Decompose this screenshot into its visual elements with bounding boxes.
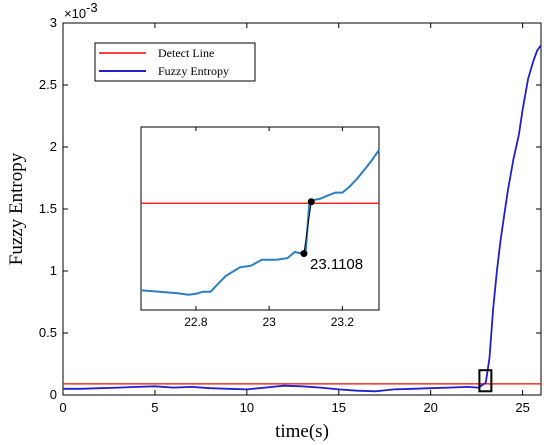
zoom-box — [478, 369, 493, 393]
crossing-point — [307, 198, 315, 206]
y-exponent-base: ×10 — [64, 6, 86, 21]
x-tick-label: 25 — [515, 400, 529, 415]
x-tick-label: 5 — [151, 400, 158, 415]
y-exponent-power: -3 — [86, 0, 98, 15]
y-tick-label: 0 — [50, 387, 57, 402]
legend-box — [94, 42, 256, 82]
x-tick-label: 0 — [59, 400, 66, 415]
crossing-point — [300, 250, 308, 258]
zoom-box-group — [478, 369, 493, 393]
y-tick-label: 1.5 — [39, 201, 57, 216]
inset-plot-area — [140, 126, 380, 311]
y-tick-label: 1 — [50, 263, 57, 278]
inset-crossing-points — [300, 198, 315, 258]
main-ticks: 0 5 10 15 20 25 0 0.5 1 1.5 2 2.5 3 — [39, 15, 541, 415]
main-series-group — [63, 44, 542, 393]
legend-label-detect-line: Detect Line — [158, 46, 214, 60]
crossing-connector — [303, 201, 312, 254]
y-tick-label: 3 — [50, 15, 57, 30]
x-tick-label: 20 — [423, 400, 437, 415]
inset-x-tick-label: 23.2 — [331, 315, 355, 329]
inset-fuzzy-entropy-line — [140, 149, 380, 296]
fuzzy-entropy-line — [63, 44, 542, 393]
x-tick-label: 15 — [332, 400, 346, 415]
inset-series-group — [140, 149, 380, 296]
inset-x-tick-label: 23 — [262, 315, 276, 329]
y-axis-label: Fuzzy Entropy — [6, 152, 27, 265]
inset-annotation: 23.1108 — [310, 256, 363, 273]
legend-label-fuzzy-entropy: Fuzzy Entropy — [158, 64, 229, 78]
inset-x-tick-label: 22.8 — [184, 315, 208, 329]
legend: Detect Line Fuzzy Entropy — [94, 42, 256, 82]
x-axis-label: time(s) — [275, 421, 329, 442]
y-tick-label: 0.5 — [39, 325, 57, 340]
y-tick-label: 2.5 — [39, 77, 57, 92]
y-tick-label: 2 — [50, 139, 57, 154]
x-tick-label: 10 — [240, 400, 254, 415]
inset-ticks: 22.8 23 23.2 — [184, 127, 354, 329]
